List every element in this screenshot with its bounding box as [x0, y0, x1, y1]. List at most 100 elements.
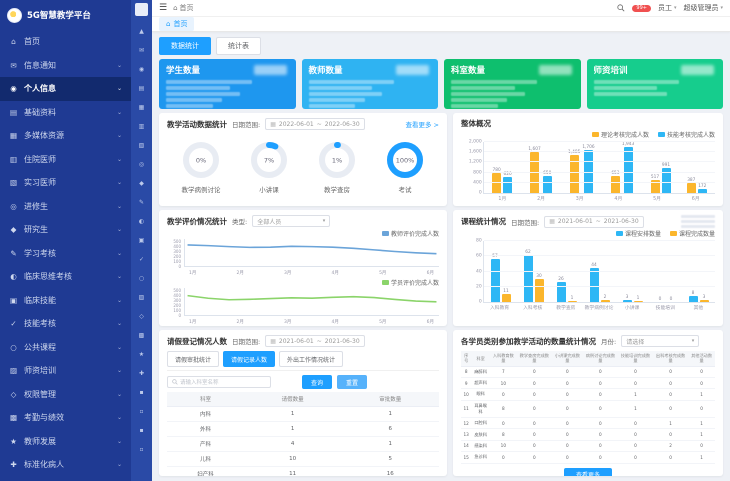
- bar[interactable]: [610, 176, 620, 193]
- date-range-picker[interactable]: ▦ 2021-06-01 ~ 2021-06-30: [544, 215, 644, 228]
- sidebar-item-graduate[interactable]: ◆ 研究生 ⌄: [0, 218, 131, 242]
- legend-item[interactable]: 技能考核完成人数: [657, 130, 715, 139]
- bar[interactable]: [583, 149, 593, 193]
- rail-icon[interactable]: ▧: [138, 142, 145, 149]
- bar[interactable]: [569, 155, 579, 193]
- table-row[interactable]: 13 皮肤科 8 0 0 0 0 0 1: [461, 428, 715, 441]
- bar[interactable]: [492, 173, 502, 193]
- bar[interactable]: [622, 299, 632, 302]
- table-row[interactable]: 妇产科 11 16: [167, 466, 439, 476]
- table-row[interactable]: 产科 4 1: [167, 436, 439, 452]
- search-input[interactable]: 请输入科室名称: [167, 376, 271, 388]
- legend-item[interactable]: 课程安排数量: [615, 229, 661, 238]
- sidebar-item-skill-exam[interactable]: ✓ 技能考核 ⌄: [0, 312, 131, 336]
- rail-logo-icon[interactable]: [135, 3, 148, 16]
- rail-icon[interactable]: ★: [138, 351, 145, 358]
- rail-icon[interactable]: ○: [138, 275, 145, 282]
- reset-button[interactable]: 重置: [337, 375, 368, 389]
- stat-card[interactable]: 科室数量: [444, 59, 581, 109]
- bar[interactable]: [501, 293, 511, 302]
- rail-icon[interactable]: ▣: [138, 237, 145, 244]
- tab-data-statistics[interactable]: 数据统计: [159, 37, 211, 55]
- table-row[interactable]: 内科 1 1: [167, 406, 439, 422]
- legend-item[interactable]: 课程完成数量: [669, 229, 715, 238]
- sidebar-item-intern[interactable]: ▧ 实习医师 ⌄: [0, 171, 131, 195]
- bar[interactable]: [661, 167, 671, 193]
- legend-item[interactable]: 理论考核完成人数: [591, 130, 649, 139]
- table-row[interactable]: 11 耳鼻喉科 8 0 0 0 1 0 0: [461, 400, 715, 419]
- rail-icon[interactable]: ◆: [139, 180, 144, 187]
- bar[interactable]: [699, 299, 709, 302]
- rail-icon[interactable]: ▪: [139, 427, 144, 434]
- rail-icon[interactable]: ✎: [138, 199, 145, 206]
- type-select[interactable]: 全部人员 ▾: [252, 215, 331, 227]
- bar[interactable]: [688, 295, 698, 302]
- leave-subtab[interactable]: 请假记录人数: [223, 351, 276, 367]
- rail-icon[interactable]: ▫: [139, 446, 144, 453]
- leave-subtab[interactable]: 外出工作情况统计: [279, 351, 344, 367]
- table-row[interactable]: 外科 1 6: [167, 421, 439, 437]
- sidebar-item-resident[interactable]: ▥ 住院医师 ⌄: [0, 148, 131, 172]
- legend-item[interactable]: 教师评价完成人数: [381, 229, 439, 238]
- date-range-picker[interactable]: ▦ 2022-06-01 ~ 2022-06-30: [265, 118, 365, 130]
- sidebar-item-attendance[interactable]: ▩ 考勤与绩效 ⌄: [0, 406, 131, 430]
- sidebar-item-permission[interactable]: ◇ 权限管理 ⌄: [0, 383, 131, 407]
- table-row[interactable]: 10 眼科 0 0 0 0 1 0 1: [461, 388, 715, 401]
- table-row[interactable]: 14 感染科 10 0 0 0 0 2 0: [461, 440, 715, 453]
- sidebar-item-study-exam[interactable]: ✎ 学习考核 ⌄: [0, 242, 131, 266]
- load-more-button[interactable]: 查看更多: [563, 467, 612, 476]
- leave-subtab[interactable]: 请假审批统计: [167, 351, 220, 367]
- stat-card[interactable]: 教师数量: [301, 59, 438, 109]
- rail-icon[interactable]: ✓: [138, 256, 145, 263]
- user-menu[interactable]: 员工 ▾: [658, 3, 677, 13]
- sidebar-item-home[interactable]: ⌂ 首页: [0, 30, 131, 54]
- table-row[interactable]: 12 口腔科 0 0 0 0 0 1 1: [461, 417, 715, 430]
- sidebar-item-teacher-training[interactable]: ▨ 师资培训 ⌄: [0, 359, 131, 383]
- sidebar-item-trainee[interactable]: ◎ 进修生 ⌄: [0, 195, 131, 219]
- role-menu[interactable]: 超级管理员 ▾: [683, 3, 723, 13]
- notification-badge[interactable]: 99+: [632, 4, 651, 12]
- sidebar-item-teacher-dev[interactable]: ★ 教师发展 ⌄: [0, 430, 131, 454]
- rail-icon[interactable]: ▪: [139, 389, 144, 396]
- date-range-picker[interactable]: ▦ 2021-06-01 ~ 2021-06-30: [265, 335, 365, 347]
- sidebar-item-clinical-thinking[interactable]: ◐ 临床思维考核 ⌄: [0, 265, 131, 289]
- bar[interactable]: [633, 301, 643, 302]
- rail-icon[interactable]: ▥: [138, 123, 145, 130]
- bar[interactable]: [534, 279, 544, 302]
- month-select[interactable]: 请选择 ▾: [621, 335, 700, 347]
- rail-icon[interactable]: ◐: [138, 218, 145, 225]
- bar[interactable]: [697, 188, 707, 193]
- search-icon[interactable]: [617, 4, 625, 12]
- bar[interactable]: [490, 258, 500, 302]
- table-row[interactable]: 15 急诊科 0 0 0 0 0 0 1: [461, 451, 715, 464]
- bar[interactable]: [503, 177, 513, 193]
- rail-icon[interactable]: ✉: [138, 47, 145, 54]
- stat-card[interactable]: 学生数量: [159, 59, 296, 109]
- bar[interactable]: [589, 268, 599, 302]
- rail-icon[interactable]: ▨: [138, 294, 145, 301]
- table-row[interactable]: 8 麻醉科 7 0 0 0 0 0 0: [461, 366, 715, 378]
- rail-icon[interactable]: ▫: [139, 408, 144, 415]
- bar[interactable]: [542, 176, 552, 193]
- legend-item[interactable]: 学员评价完成人数: [381, 278, 439, 287]
- bar[interactable]: [650, 179, 660, 193]
- rail-icon[interactable]: ▤: [138, 85, 145, 92]
- bar[interactable]: [623, 147, 633, 193]
- view-more-link[interactable]: 查看更多 >: [405, 121, 439, 129]
- rail-icon[interactable]: ▦: [138, 104, 145, 111]
- rail-icon[interactable]: ✚: [138, 370, 145, 377]
- sidebar-item-basic-data[interactable]: ▤ 基础资料 ⌄: [0, 101, 131, 125]
- query-button[interactable]: 查询: [302, 375, 333, 389]
- sidebar-item-public-course[interactable]: ○ 公共课程 ⌄: [0, 336, 131, 360]
- tab-home[interactable]: ⌂ 首页: [159, 17, 195, 31]
- sidebar-item-std-patient[interactable]: ✚ 标准化病人 ⌄: [0, 453, 131, 477]
- bar[interactable]: [600, 300, 610, 302]
- bar[interactable]: [686, 183, 696, 193]
- rail-icon[interactable]: ◇: [139, 313, 144, 320]
- bar[interactable]: [556, 282, 566, 302]
- table-row[interactable]: 儿科 10 5: [167, 451, 439, 467]
- rail-icon[interactable]: ▲: [139, 28, 144, 35]
- tab-statistics-table[interactable]: 统计表: [216, 37, 261, 55]
- stat-card[interactable]: 师资培训: [586, 59, 723, 109]
- sidebar-item-profile[interactable]: ◉ 个人信息 ⌄: [0, 77, 131, 101]
